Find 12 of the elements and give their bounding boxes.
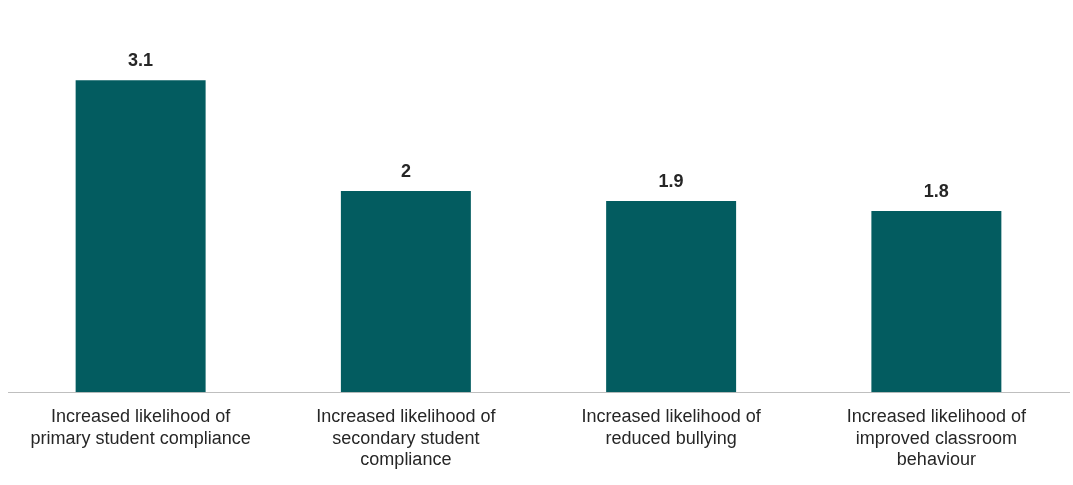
bar <box>606 201 737 393</box>
bar <box>871 211 1002 393</box>
x-tick-label: Increased likelihood of primary student compliance <box>30 405 251 448</box>
x-tick-label: Increased likelihood of secondary student compliance <box>316 405 497 470</box>
data-label: 3.1 <box>128 50 154 71</box>
x-tick-label: Increased likelihood of reduced bullying <box>581 405 762 448</box>
bar <box>340 190 471 393</box>
x-tick-label: Increased likelihood of improved classroom behaviour <box>846 405 1027 470</box>
bar <box>75 80 206 393</box>
data-label: 1.8 <box>923 181 949 202</box>
data-label: 2 <box>400 160 411 181</box>
data-label: 1.9 <box>658 170 684 191</box>
